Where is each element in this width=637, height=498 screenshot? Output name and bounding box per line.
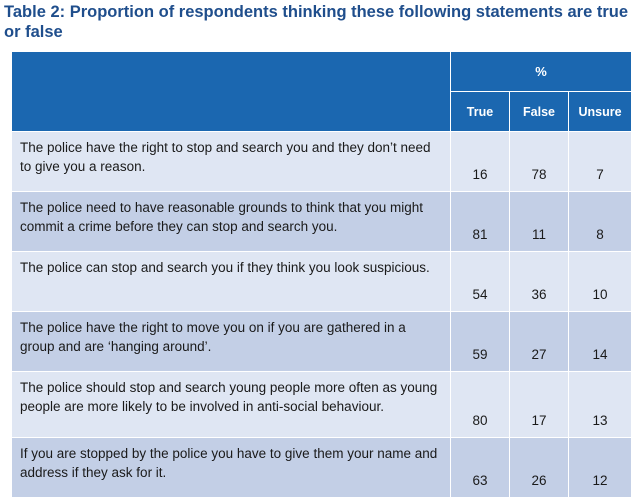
header-false: False [509,91,569,132]
header-percent: % [450,51,632,92]
statement-cell: The police can stop and search you if th… [11,251,451,312]
header-statement-blank [11,51,451,132]
header-row-columns: True False Unsure [12,91,632,132]
results-table: % True False Unsure The police have the … [11,51,632,498]
table-row: The police have the right to move you on… [11,311,632,372]
true-cell: 63 [450,437,510,498]
false-cell: 27 [509,311,569,372]
unsure-cell: 13 [568,371,632,438]
false-cell: 17 [509,371,569,438]
true-cell: 80 [450,371,510,438]
statement-cell: If you are stopped by the police you hav… [11,437,451,498]
header-unsure: Unsure [568,91,632,132]
table-row: The police should stop and search young … [11,371,632,438]
table-title: Table 2: Proportion of respondents think… [4,3,629,41]
statement-cell: The police have the right to move you on… [11,311,451,372]
unsure-cell: 12 [568,437,632,498]
false-cell: 11 [509,191,569,252]
header-true: True [450,91,510,132]
table-row: The police can stop and search you if th… [11,251,632,312]
header-row-unit: % [11,51,632,132]
false-cell: 36 [509,251,569,312]
false-cell: 26 [509,437,569,498]
unsure-cell: 8 [568,191,632,252]
true-cell: 81 [450,191,510,252]
true-cell: 54 [450,251,510,312]
statement-cell: The police should stop and search young … [11,371,451,438]
unsure-cell: 14 [568,311,632,372]
table-row: The police need to have reasonable groun… [11,191,632,252]
table-row: If you are stopped by the police you hav… [11,437,632,498]
statement-cell: The police have the right to stop and se… [11,131,451,192]
unsure-cell: 7 [568,131,632,192]
true-cell: 59 [450,311,510,372]
true-cell: 16 [450,131,510,192]
table-row: The police have the right to stop and se… [11,131,632,192]
statement-cell: The police need to have reasonable groun… [11,191,451,252]
unsure-cell: 10 [568,251,632,312]
false-cell: 78 [509,131,569,192]
